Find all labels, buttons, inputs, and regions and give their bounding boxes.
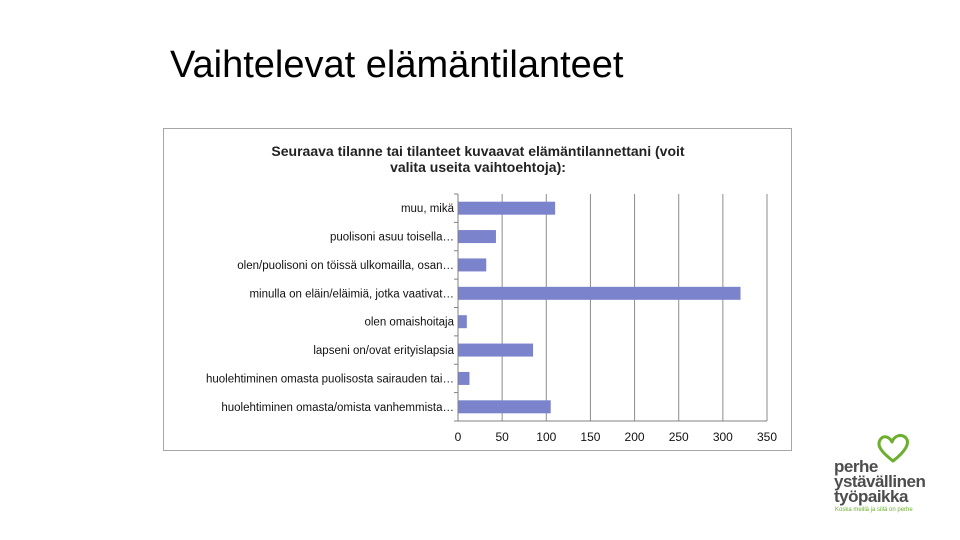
category-label: puolisoni asuu toisella… (330, 232, 454, 244)
category-label: olen/puolisoni on töissä ulkomailla, osa… (237, 260, 454, 272)
bar (458, 230, 496, 244)
chart-title-line: Seuraava tilanne tai tilanteet kuvaavat … (271, 143, 684, 159)
chart-title-line: valita useita vaihtoehtoja): (390, 159, 566, 175)
x-tick-label: 150 (580, 430, 600, 444)
x-tick-label: 100 (536, 430, 556, 444)
heart-icon (877, 434, 909, 463)
company-logo: perhe ystävällinen työpaikka Koska meill… (834, 434, 944, 524)
logo-word: ystävällinen (834, 472, 926, 491)
chart-frame: Seuraava tilanne tai tilanteet kuvaavat … (163, 128, 792, 451)
x-tick-label: 0 (455, 430, 462, 444)
x-tick-label: 250 (669, 430, 689, 444)
x-tick-label: 200 (625, 430, 645, 444)
bar (458, 343, 534, 357)
bar (458, 315, 467, 329)
x-tick-label: 50 (495, 430, 509, 444)
category-label: olen omaishoitaja (364, 317, 454, 329)
category-label: lapseni on/ovat erityislapsia (313, 345, 454, 357)
bar (458, 201, 556, 215)
logo-word: työpaikka (834, 487, 908, 506)
category-label: huolehtiminen omasta/omista vanhemmista… (221, 402, 454, 414)
category-label: muu, mikä (401, 203, 455, 215)
bar (458, 258, 487, 272)
logo-word: perhe (834, 457, 878, 476)
x-tick-label: 350 (757, 430, 777, 444)
bar (458, 371, 470, 385)
slide-title: Vaihtelevat elämäntilanteet (170, 44, 624, 86)
bar-chart: Seuraava tilanne tai tilanteet kuvaavat … (206, 143, 777, 444)
bar (458, 286, 741, 300)
bar (458, 400, 551, 414)
x-tick-label: 300 (713, 430, 733, 444)
logo-tagline: Koska meillä ja sillä on perhe (835, 507, 913, 513)
category-label: huolehtiminen omasta puolisosta sairaude… (206, 373, 454, 385)
category-label: minulla on eläin/eläimiä, jotka vaativat… (249, 288, 454, 300)
